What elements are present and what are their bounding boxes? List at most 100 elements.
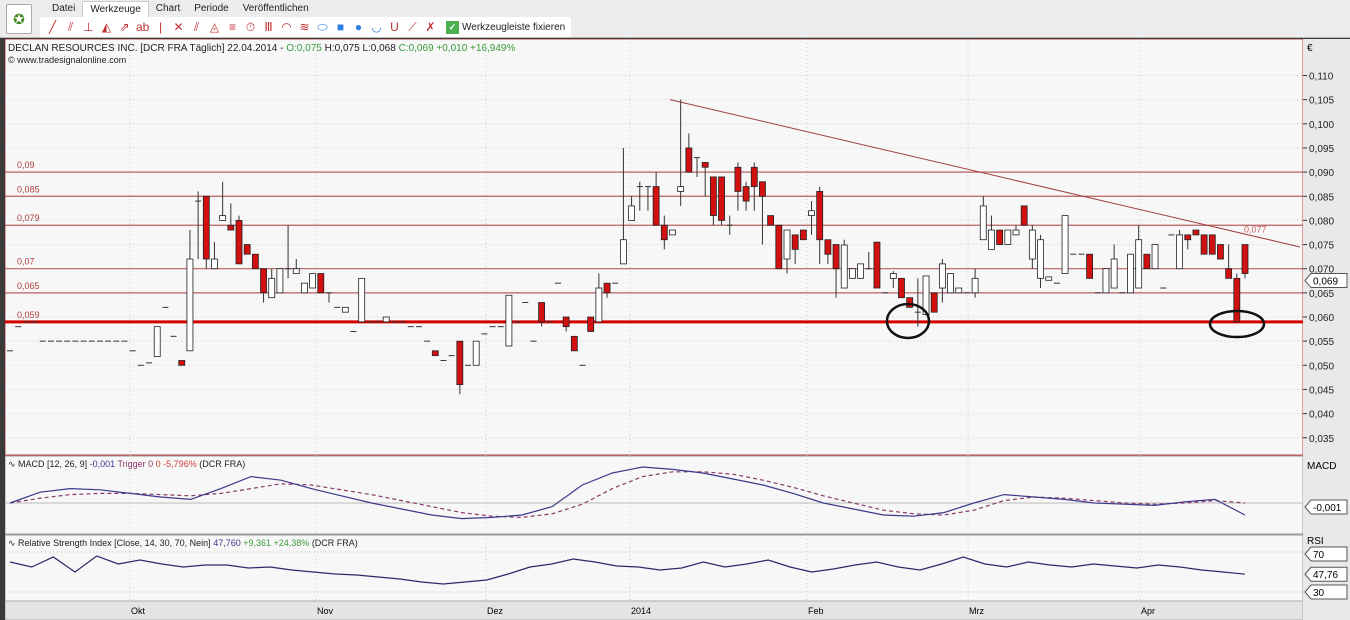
xtick-label: Nov bbox=[317, 606, 334, 616]
candle-down bbox=[562, 316, 570, 328]
candle-up bbox=[971, 277, 979, 294]
levels-tool-icon[interactable]: ≡ bbox=[228, 19, 236, 34]
rsi-current-tag bbox=[1304, 566, 1348, 582]
gann-tool-icon[interactable]: ◬ bbox=[209, 19, 220, 34]
candle-up bbox=[505, 294, 513, 347]
candle-up bbox=[1176, 234, 1183, 270]
rsi-change: +9,361 +24,38% bbox=[243, 538, 310, 548]
level-label: 0,065 bbox=[17, 281, 40, 291]
rsi-upper-tag bbox=[1304, 546, 1348, 562]
fix-toolbar-button[interactable]: ✓ Werkzeugleiste fixieren bbox=[446, 20, 565, 34]
candle-down bbox=[816, 191, 824, 241]
level-label: 0,059 bbox=[17, 310, 40, 320]
fibonacci-tool-icon[interactable]: ◭ bbox=[101, 19, 112, 34]
candle-down bbox=[996, 229, 1004, 245]
delete-tool-icon[interactable]: ✗ bbox=[425, 19, 436, 34]
candle-down bbox=[603, 282, 611, 294]
macd-current-tag bbox=[1304, 499, 1348, 515]
candle-down bbox=[1233, 277, 1241, 323]
ytick-label: 0,070 bbox=[1309, 265, 1334, 276]
candle-up bbox=[1012, 229, 1020, 236]
rsi-pane bbox=[5, 534, 1304, 602]
rsi-lower: 30 bbox=[1313, 588, 1325, 599]
rsi-symbol: (DCR FRA) bbox=[311, 538, 358, 548]
horizontal-tool-icon[interactable]: ⊥ bbox=[83, 19, 94, 34]
arrow-tool-icon[interactable]: ⇗ bbox=[119, 19, 130, 34]
menu-veröffentlichen[interactable]: Veröffentlichen bbox=[242, 3, 309, 14]
candle-up bbox=[979, 205, 987, 241]
candle-down bbox=[251, 253, 259, 270]
candle-up bbox=[186, 258, 194, 352]
checkbox-icon: ✓ bbox=[446, 20, 459, 34]
candle-up bbox=[1004, 229, 1012, 245]
chart-canvas[interactable]: 0,110 0,105 0,100 0,095 0,090 0,085 0,080 0,075… bbox=[5, 39, 1350, 620]
xtick-label: Apr bbox=[1141, 606, 1155, 616]
level-label: 0,079 bbox=[17, 213, 40, 223]
text-tool-icon[interactable]: ab bbox=[136, 19, 150, 34]
candle-down bbox=[1217, 244, 1224, 260]
candle-down bbox=[1020, 205, 1028, 226]
rectangle-tool-icon[interactable]: ■ bbox=[336, 19, 345, 34]
level-label: 0,07 bbox=[17, 257, 35, 267]
menu-datei[interactable]: Datei bbox=[52, 3, 76, 14]
candle-up bbox=[1110, 258, 1118, 289]
candle-down bbox=[873, 241, 881, 289]
macd-trigger: Trigger 0 bbox=[117, 459, 154, 469]
level-label: 0,09 bbox=[17, 160, 35, 170]
candle-down bbox=[660, 224, 668, 241]
magnet-tool-icon[interactable]: U bbox=[390, 19, 399, 34]
menu-periode[interactable]: Periode bbox=[194, 3, 229, 14]
candle-down bbox=[456, 340, 464, 386]
circle-tool-icon[interactable]: ● bbox=[354, 19, 363, 34]
ytick-label: 0,105 bbox=[1309, 96, 1334, 107]
speedline-tool-icon[interactable]: ≋ bbox=[299, 19, 310, 34]
parallel-tool-icon[interactable]: ⫽ bbox=[67, 19, 74, 34]
candle-down bbox=[685, 147, 693, 173]
drawing-toolbar: ╱ ⫽ ⊥ ◭ ⇗ ab | ✕ ⫽ ◬ ≡ ⏱ Ⅲ ◠ ≋ ⬭ ■ ● ◡ U ⟋ ✗ ✓ Werkzeugleiste … bbox=[40, 17, 572, 37]
macd-value: -0,001 bbox=[89, 459, 116, 469]
candle-up bbox=[1037, 239, 1044, 279]
candle-up bbox=[1061, 215, 1069, 274]
macd-pane bbox=[5, 455, 1304, 535]
candle-down bbox=[1208, 234, 1216, 255]
ytick-label: 0,040 bbox=[1309, 410, 1334, 421]
xtick-label: Dez bbox=[487, 606, 504, 616]
candle-down bbox=[734, 166, 742, 192]
candle-up bbox=[988, 229, 995, 250]
high-value: H:0,075 bbox=[324, 43, 360, 54]
rsi-value: 47,760 bbox=[213, 538, 241, 548]
ellipse-tool-icon[interactable]: ⬭ bbox=[317, 19, 328, 34]
macd-line bbox=[9, 466, 1246, 520]
menu-chart[interactable]: Chart bbox=[155, 3, 181, 14]
candle-up bbox=[276, 268, 284, 294]
app-logo-icon[interactable]: ✪ bbox=[6, 4, 32, 34]
source-url: www.tradesignalonline.com bbox=[17, 55, 127, 65]
candle-up bbox=[292, 268, 300, 274]
macd-symbol: (DCR FRA) bbox=[199, 459, 246, 469]
bowl-tool-icon[interactable]: ◡ bbox=[371, 19, 382, 34]
line-tool-icon[interactable]: ╱ bbox=[48, 19, 57, 34]
candle-down bbox=[587, 316, 595, 332]
auto-trend-tool-icon[interactable]: ⟋ bbox=[408, 19, 417, 34]
candle-down bbox=[898, 277, 905, 299]
candle-up bbox=[947, 273, 954, 294]
channel-tool-icon[interactable]: ⫽ bbox=[193, 19, 200, 34]
last-price-tag bbox=[1304, 273, 1348, 289]
candle-down bbox=[1241, 244, 1249, 274]
candle-up bbox=[341, 306, 349, 313]
pitchfork-tool-icon[interactable]: ✕ bbox=[173, 19, 184, 34]
vertical-tool-icon[interactable]: | bbox=[158, 19, 163, 34]
chart-title: DECLAN RESOURCES INC. [DCR FRA Täglich] … bbox=[8, 43, 284, 54]
fan-tool-icon[interactable]: Ⅲ bbox=[264, 19, 273, 34]
trendline bbox=[669, 99, 1301, 248]
candle-down bbox=[799, 229, 807, 241]
candle-down bbox=[718, 176, 725, 221]
candle-down bbox=[1200, 234, 1208, 255]
candle-up bbox=[1151, 244, 1159, 270]
macd-change: 0 -5,796% bbox=[155, 459, 197, 469]
candle-down bbox=[235, 219, 243, 265]
arc-tool-icon[interactable]: ◠ bbox=[281, 19, 292, 34]
menu-werkzeuge[interactable]: Werkzeuge bbox=[82, 1, 149, 17]
candle-up bbox=[840, 244, 848, 289]
cycles-tool-icon[interactable]: ⏱ bbox=[245, 19, 256, 34]
